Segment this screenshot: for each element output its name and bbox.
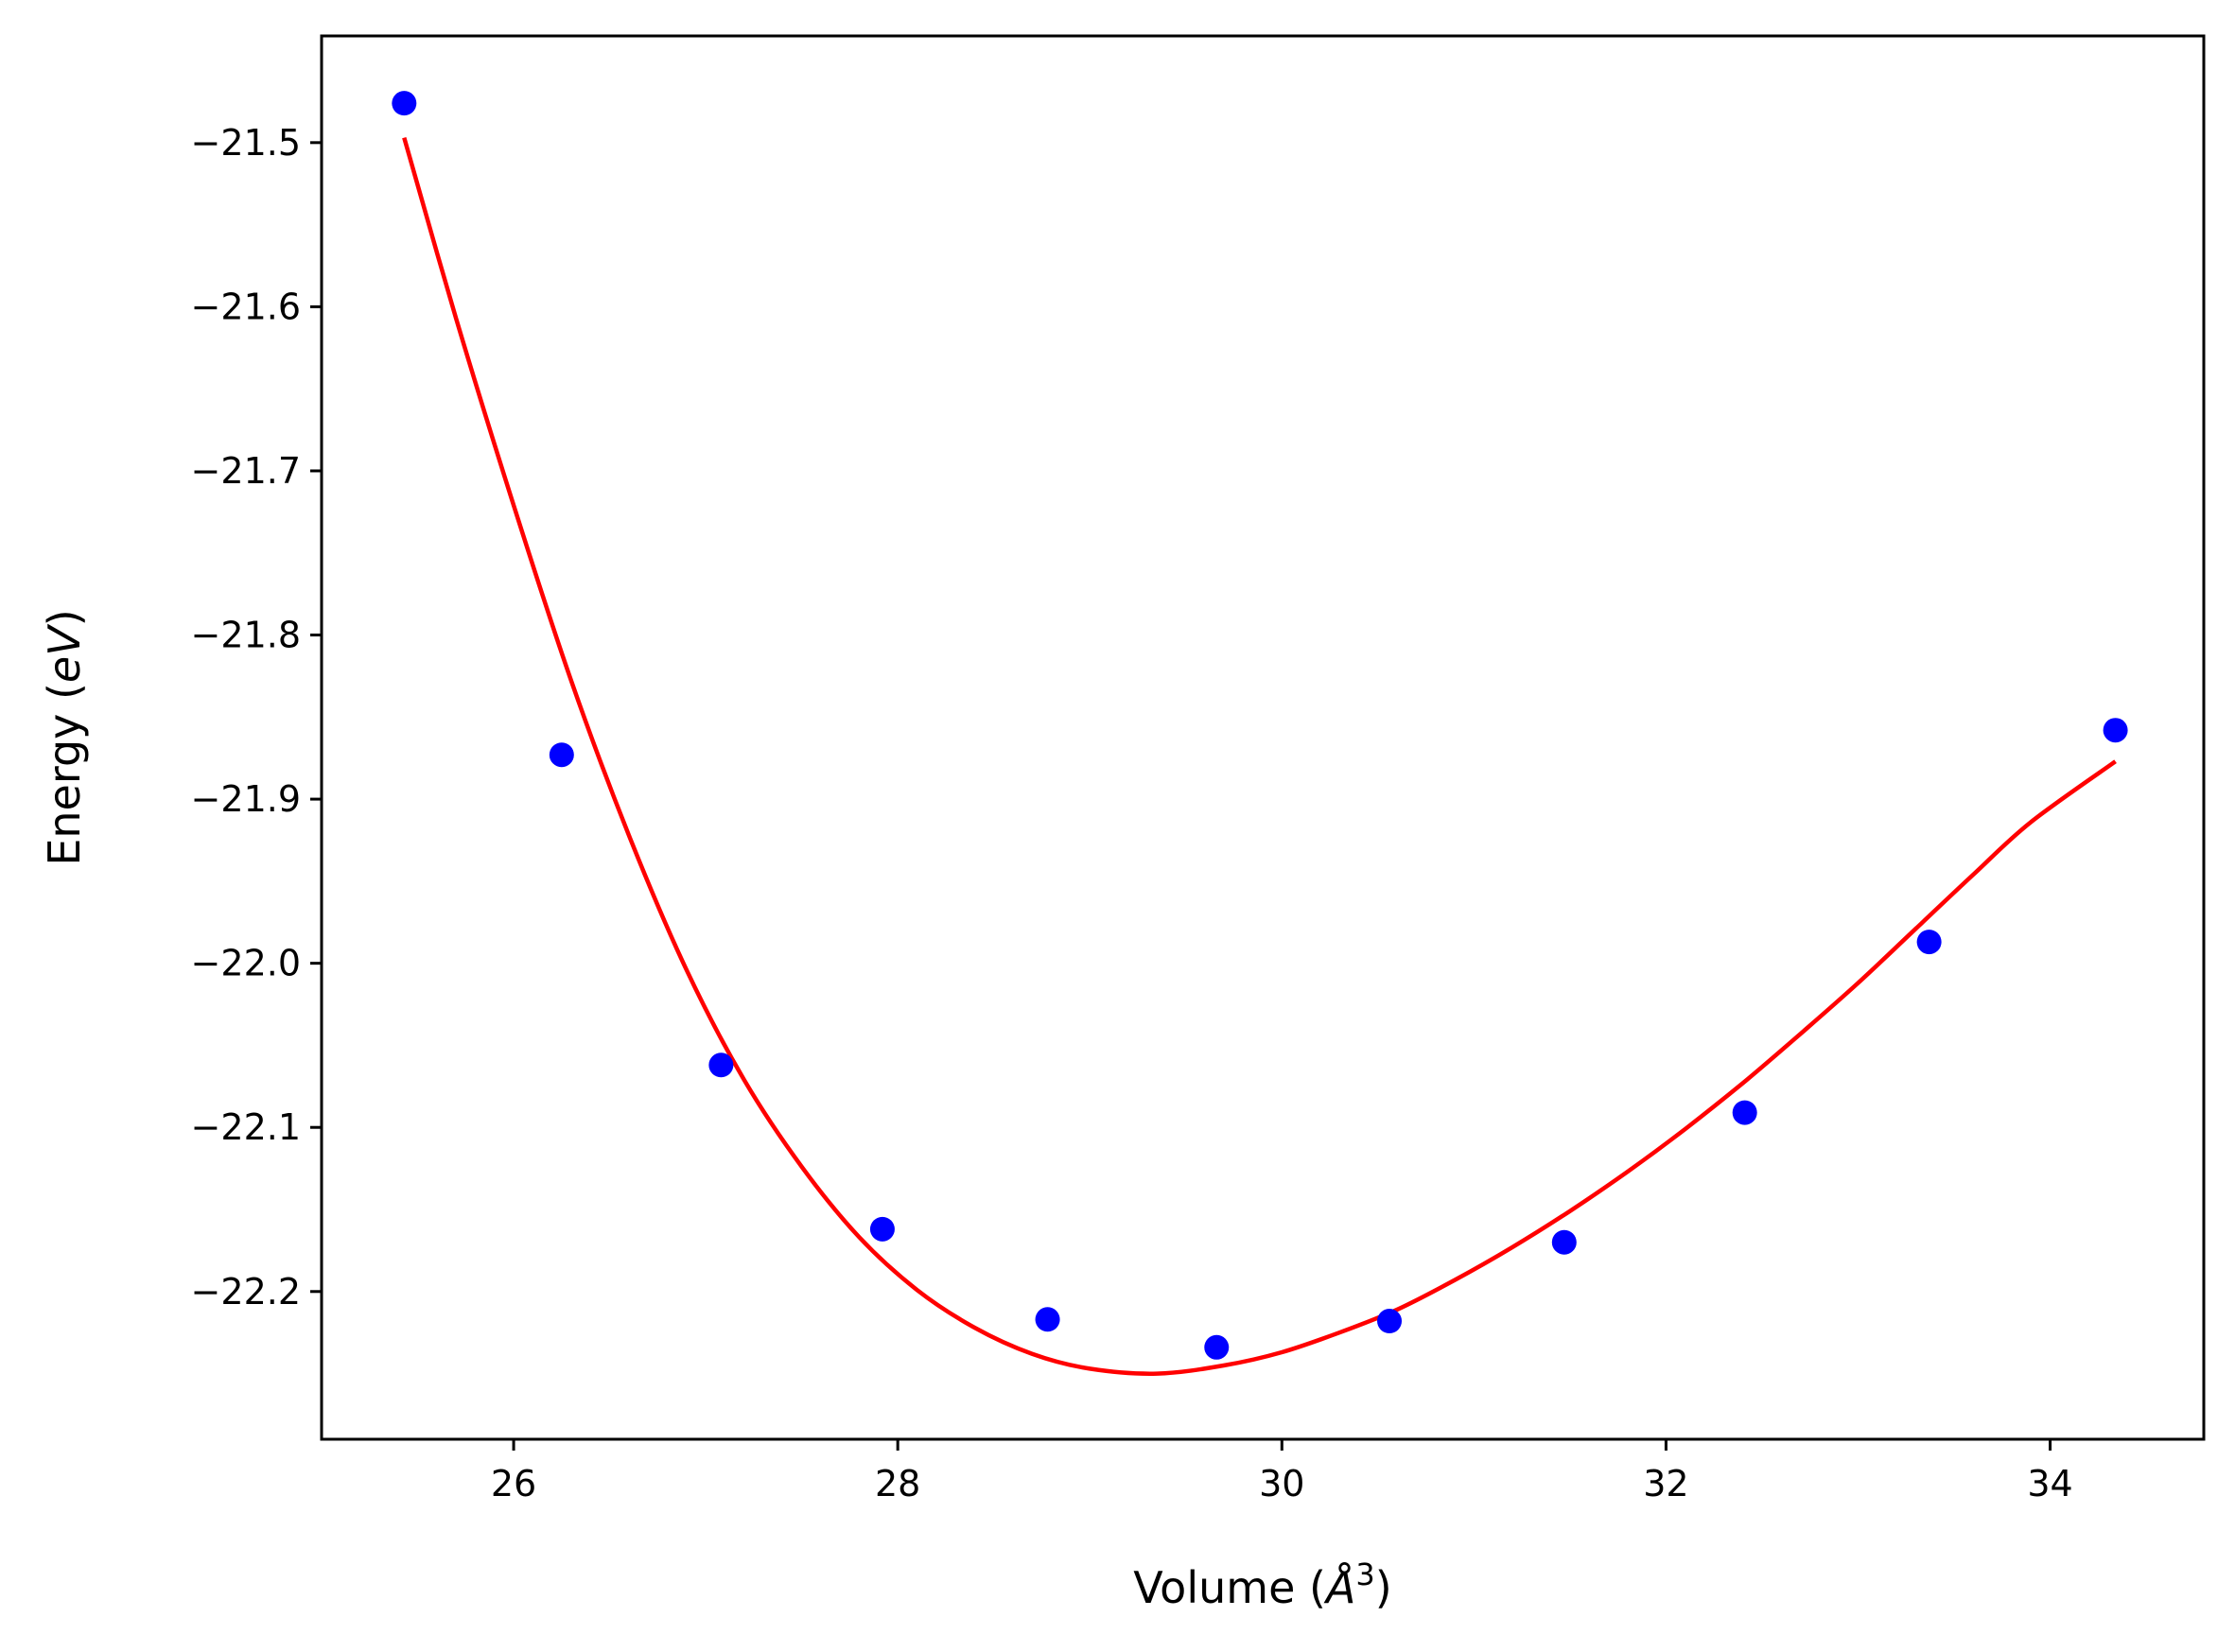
fit-curve-line	[402, 136, 2117, 1376]
y-tick-label: −21.5	[191, 122, 301, 164]
x-tick-label: 30	[1259, 1463, 1304, 1504]
data-point	[1551, 1229, 1577, 1255]
data-point	[549, 742, 574, 768]
x-axis-label: Volume (Å3)	[1133, 1556, 1391, 1613]
y-tick-label: −22.0	[191, 943, 301, 984]
data-point	[869, 1216, 895, 1242]
y-tick-label: −22.1	[191, 1106, 301, 1148]
data-points	[392, 91, 2128, 1360]
y-tick-label: −21.8	[191, 615, 301, 656]
data-point	[1204, 1334, 1230, 1360]
x-tick-label: 26	[491, 1463, 536, 1504]
data-point	[2103, 718, 2128, 743]
y-tick-label: −22.2	[191, 1271, 301, 1313]
y-axis-ticks: −21.5 −21.6 −21.7 −21.8 −21.9 −22.0 −22.1 −22.2	[191, 122, 322, 1313]
data-point	[708, 1052, 734, 1078]
y-tick-label: −21.6	[191, 286, 301, 327]
x-tick-label: 32	[1643, 1463, 1688, 1504]
plot-area-frame	[320, 34, 2206, 1441]
data-point	[1916, 930, 1942, 955]
x-tick-label: 28	[875, 1463, 920, 1504]
data-point	[1732, 1100, 1757, 1125]
x-axis-ticks: 26 28 30 32 34	[491, 1439, 2073, 1504]
data-point	[392, 91, 417, 116]
x-tick-label: 34	[2027, 1463, 2072, 1504]
y-axis-label: Energy (eV)	[39, 609, 90, 865]
y-tick-label: −21.9	[191, 778, 301, 820]
y-tick-label: −21.7	[191, 450, 301, 492]
data-point	[1035, 1307, 1060, 1332]
data-point	[1377, 1309, 1403, 1334]
